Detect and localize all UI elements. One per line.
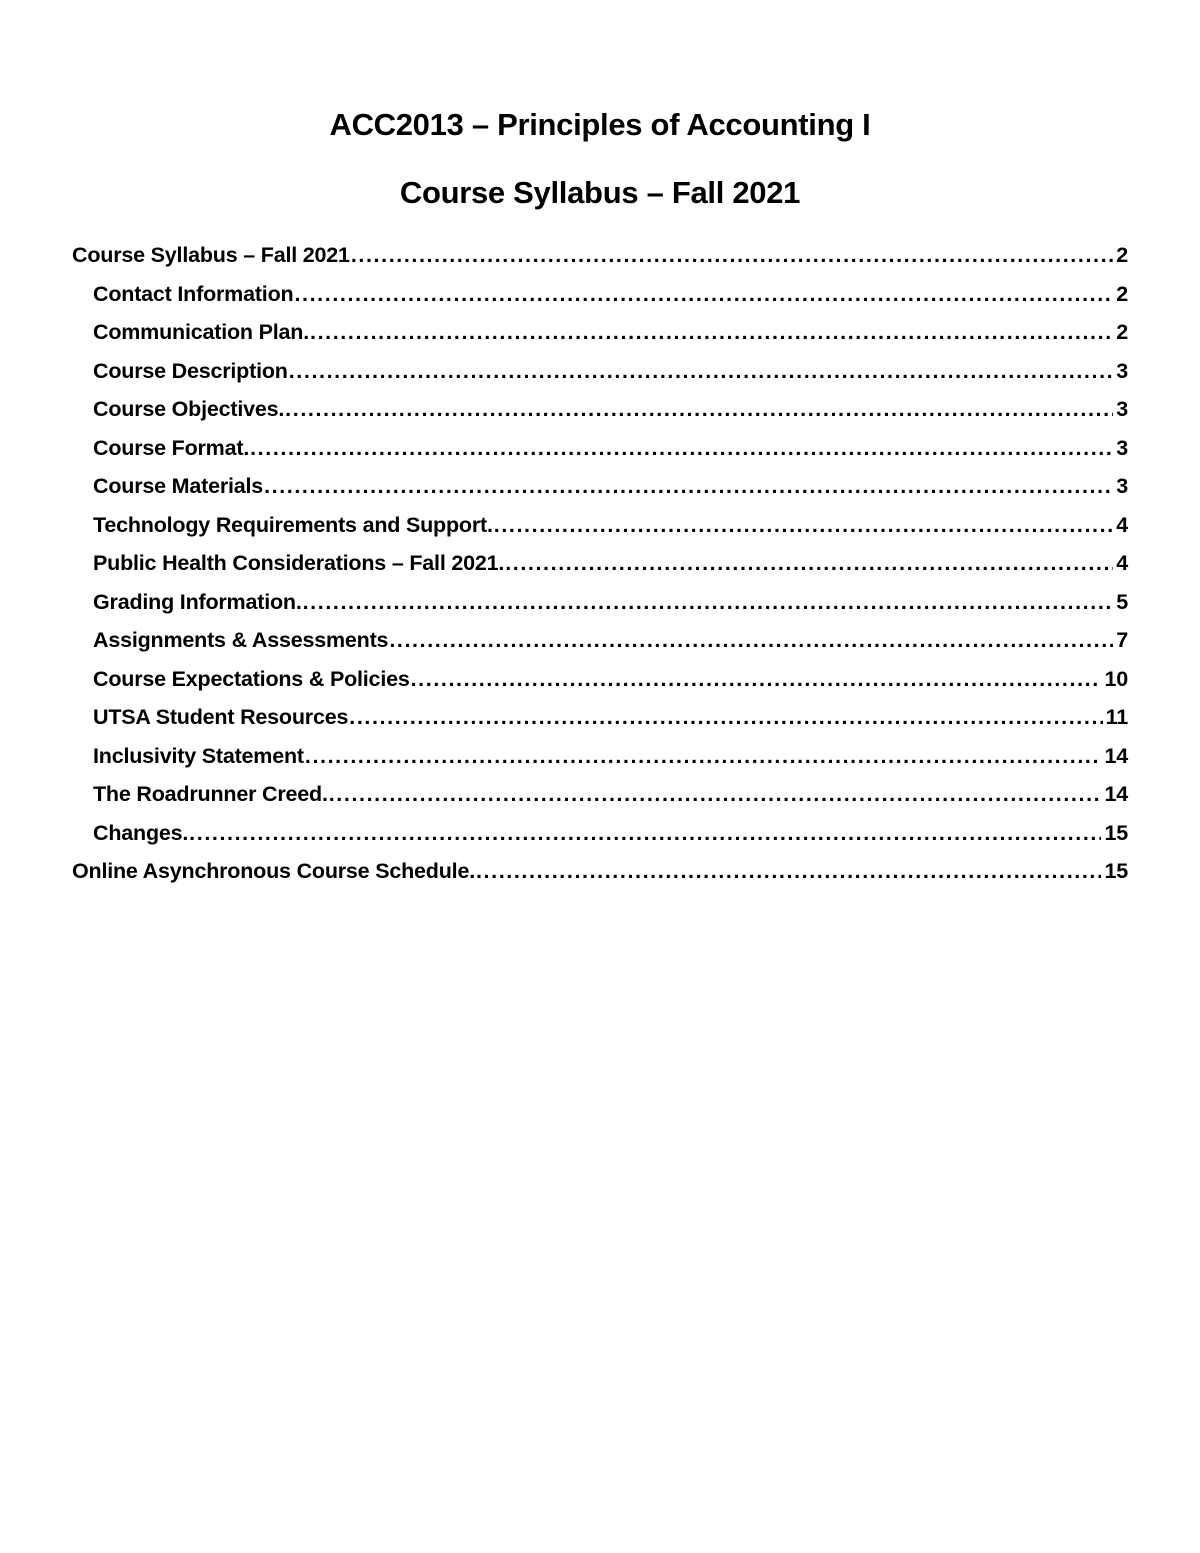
toc-dot-leader — [411, 660, 1102, 699]
toc-entry-label[interactable]: Course Syllabus – Fall 2021 — [72, 243, 350, 268]
toc-entry-label[interactable]: Course Materials — [93, 474, 264, 499]
toc-entry[interactable]: Course Format. 3 — [72, 429, 1128, 468]
toc-entry[interactable]: Inclusivity Statement 14 — [72, 737, 1128, 776]
toc-entry[interactable]: Course Syllabus – Fall 2021 2 — [72, 236, 1128, 275]
document-title: ACC2013 – Principles of Accounting I — [329, 107, 871, 142]
toc-entry-label[interactable]: Online Asynchronous Course Schedule. — [72, 859, 475, 884]
toc-dot-leader — [285, 390, 1113, 429]
toc-dot-leader — [476, 852, 1102, 891]
toc-entry[interactable]: The Roadrunner Creed. 14 — [72, 775, 1128, 814]
toc-dot-leader — [505, 544, 1113, 583]
toc-entry[interactable]: Grading Information. 5 — [72, 583, 1128, 622]
toc-page-number[interactable]: 5 — [1116, 589, 1128, 614]
toc-dot-leader — [351, 236, 1113, 275]
toc-page-number[interactable]: 15 — [1104, 859, 1128, 884]
toc-page-number[interactable]: 14 — [1104, 743, 1128, 768]
toc-entry-label[interactable]: Communication Plan. — [93, 320, 309, 345]
toc-dot-leader — [303, 583, 1114, 622]
toc-dot-leader — [189, 814, 1101, 853]
toc-entry[interactable]: Public Health Considerations – Fall 2021… — [72, 544, 1128, 583]
toc-entry[interactable]: Course Description 3 — [72, 352, 1128, 391]
toc-page-number[interactable]: 4 — [1116, 551, 1128, 576]
toc-dot-leader — [349, 698, 1102, 737]
toc-entry-label[interactable]: Public Health Considerations – Fall 2021… — [93, 551, 505, 576]
toc-entry[interactable]: Course Materials 3 — [72, 467, 1128, 506]
toc-page-number[interactable]: 3 — [1116, 358, 1128, 383]
toc-entry-label[interactable]: Contact Information — [93, 281, 294, 306]
document-subtitle: Course Syllabus – Fall 2021 — [399, 175, 801, 211]
toc-entry-label[interactable]: Course Objectives. — [93, 397, 285, 422]
toc-page-number[interactable]: 3 — [1116, 397, 1128, 422]
toc-page-number[interactable]: 10 — [1104, 666, 1128, 691]
toc-entry[interactable]: Assignments & Assessments 7 — [72, 621, 1128, 660]
toc-entry[interactable]: Contact Information 2 — [72, 275, 1128, 314]
toc-page-number[interactable]: 15 — [1104, 820, 1128, 845]
toc-entry[interactable]: Technology Requirements and Support. 4 — [72, 506, 1128, 545]
toc-dot-leader — [494, 506, 1113, 545]
toc-entry[interactable]: UTSA Student Resources 11 — [72, 698, 1128, 737]
toc-entry-label[interactable]: Changes. — [93, 820, 189, 845]
toc-dot-leader — [310, 313, 1113, 352]
toc-page-number[interactable]: 3 — [1116, 474, 1128, 499]
toc-entry[interactable]: Course Expectations & Policies 10 — [72, 660, 1128, 699]
toc-dot-leader — [305, 737, 1102, 776]
toc-entry[interactable]: Changes. 15 — [72, 814, 1128, 853]
toc-entry[interactable]: Communication Plan. 2 — [72, 313, 1128, 352]
toc-entry-label[interactable]: Grading Information. — [93, 589, 302, 614]
toc-entry[interactable]: Course Objectives. 3 — [72, 390, 1128, 429]
toc-page-number[interactable]: 7 — [1116, 628, 1128, 653]
table-of-contents: Course Syllabus – Fall 2021 2 Contact In… — [72, 236, 1128, 891]
toc-entry-label[interactable]: UTSA Student Resources — [93, 705, 349, 730]
toc-page-number[interactable]: 3 — [1116, 435, 1128, 460]
toc-page-number[interactable]: 11 — [1105, 705, 1129, 730]
toc-entry-label[interactable]: Course Description — [93, 358, 288, 383]
toc-page-number[interactable]: 2 — [1116, 243, 1128, 268]
toc-page-number[interactable]: 4 — [1116, 512, 1128, 537]
toc-dot-leader — [329, 775, 1102, 814]
toc-dot-leader — [389, 621, 1113, 660]
toc-dot-leader — [264, 467, 1113, 506]
toc-entry-label[interactable]: The Roadrunner Creed. — [93, 782, 328, 807]
toc-entry-label[interactable]: Course Format. — [93, 435, 250, 460]
toc-page-number[interactable]: 2 — [1116, 320, 1128, 345]
toc-dot-leader — [294, 275, 1113, 314]
toc-page-number[interactable]: 14 — [1104, 782, 1128, 807]
toc-dot-leader — [250, 429, 1113, 468]
toc-entry-label[interactable]: Assignments & Assessments — [93, 628, 389, 653]
toc-entry[interactable]: Online Asynchronous Course Schedule. 15 — [72, 852, 1128, 891]
toc-entry-label[interactable]: Course Expectations & Policies — [93, 666, 410, 691]
toc-entry-label[interactable]: Technology Requirements and Support. — [93, 512, 493, 537]
toc-page-number[interactable]: 2 — [1116, 281, 1128, 306]
toc-entry-label[interactable]: Inclusivity Statement — [93, 743, 304, 768]
toc-dot-leader — [289, 352, 1114, 391]
